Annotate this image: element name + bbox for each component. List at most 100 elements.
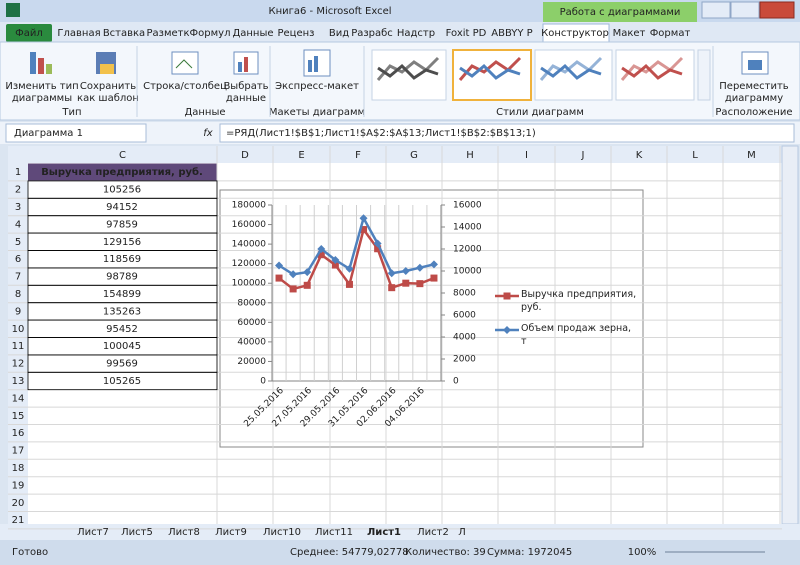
column-header[interactable]: C (119, 150, 126, 161)
row-header[interactable]: 16 (12, 428, 25, 439)
column-header[interactable]: H (466, 150, 474, 161)
y2-tick-label: 14000 (453, 223, 482, 233)
column-header[interactable]: D (241, 150, 249, 161)
row-header[interactable]: 13 (12, 376, 25, 387)
row-header[interactable]: 10 (12, 324, 25, 335)
row-header[interactable]: 3 (15, 202, 21, 213)
sheet-tab[interactable]: Лист9 (215, 527, 247, 538)
marker (401, 267, 410, 275)
sheet-tab[interactable]: Лист2 (417, 527, 449, 538)
ribbon-button-label[interactable]: Сохранить (80, 81, 136, 92)
sheet-tab[interactable]: Лист1 (367, 527, 401, 538)
row-header[interactable]: 17 (12, 446, 25, 457)
ribbon-tab[interactable]: Формат (650, 28, 691, 39)
row-header[interactable]: 15 (12, 411, 25, 422)
ribbon-tab[interactable]: Foxit PD (446, 28, 487, 39)
y-tick-label: 160000 (232, 220, 267, 230)
y2-tick-label: 8000 (453, 289, 476, 299)
row-header[interactable]: 4 (15, 219, 21, 230)
y-tick-label: 60000 (237, 318, 266, 328)
ribbon-button-label[interactable]: Изменить тип (5, 81, 78, 92)
ribbon-button-label[interactable]: как шаблон (77, 93, 139, 104)
table-cell: 118569 (103, 254, 141, 265)
formula-text: =РЯД(Лист1!$B$1;Лист1!$A$2:$A$13;Лист1!$… (226, 128, 536, 139)
column-header[interactable]: G (410, 150, 418, 161)
y2-tick-label: 16000 (453, 201, 482, 211)
ribbon-group-label: Макеты диаграмм (269, 107, 365, 118)
ribbon-tab[interactable]: Реценз (278, 28, 315, 39)
column-header[interactable]: F (355, 150, 361, 161)
row-header[interactable]: 11 (12, 341, 25, 352)
legend-marker (503, 292, 511, 300)
col-header-bg (8, 146, 782, 163)
row-header[interactable]: 14 (12, 393, 25, 404)
name-box[interactable] (5, 123, 147, 143)
y-tick-label: 180000 (232, 201, 267, 211)
ribbon-button-label[interactable]: диаграммы (12, 93, 72, 104)
table-cell: 154899 (103, 289, 141, 300)
sheet-tab[interactable]: Л (458, 527, 466, 538)
column-header[interactable]: K (636, 150, 643, 161)
column-header[interactable]: E (298, 150, 304, 161)
row-header[interactable]: 7 (15, 272, 21, 283)
ribbon-tab[interactable]: Вид (329, 28, 349, 39)
column-header[interactable]: I (525, 150, 528, 161)
marker (275, 261, 284, 270)
column-header[interactable]: L (692, 150, 698, 161)
ribbon-tab[interactable]: Файл (15, 28, 43, 39)
chart-style-gallery[interactable] (371, 49, 711, 101)
ribbon-tab[interactable]: Разрабс (351, 28, 393, 39)
ribbon-button-label[interactable]: Экспресс-макет (275, 81, 359, 92)
table-cell: 99569 (106, 359, 138, 370)
ribbon-button-label[interactable]: Переместить (719, 81, 789, 92)
row-header[interactable]: 5 (15, 237, 21, 248)
column-header[interactable]: M (747, 150, 756, 161)
row-header[interactable]: 20 (12, 498, 25, 509)
ribbon-tab[interactable]: Надстр (397, 28, 435, 39)
row-header[interactable]: 6 (15, 254, 21, 265)
sheet-tab[interactable]: Лист5 (121, 527, 153, 538)
row-header[interactable]: 9 (15, 306, 21, 317)
ribbon-button-label[interactable]: Выбрать (223, 81, 268, 92)
y-tick-label: 80000 (237, 298, 266, 308)
v-scrollbar[interactable] (781, 145, 799, 525)
row-header[interactable]: 2 (15, 185, 21, 196)
table-cell: 98789 (106, 272, 138, 283)
sheet-tab[interactable]: Лист11 (315, 527, 353, 538)
row-header[interactable]: 21 (12, 515, 25, 526)
y2-tick-label: 0 (453, 377, 459, 387)
status-count: Количество: 39 (405, 547, 486, 558)
ribbon-tab[interactable]: Макет (613, 28, 646, 39)
legend-text: Выручка предприятия, руб. (521, 289, 637, 313)
restore-btn[interactable] (730, 1, 760, 19)
file-tab-bg (6, 24, 52, 42)
ribbon-tab[interactable]: Главная (57, 28, 100, 39)
marker (317, 251, 325, 259)
window-title: Книга6 - Microsoft Excel (268, 6, 391, 17)
sheet-tab[interactable]: Лист10 (263, 527, 301, 538)
ribbon-tab[interactable]: Конструктор (541, 28, 609, 39)
y-tick-label: 20000 (237, 357, 266, 367)
close-btn[interactable] (759, 1, 795, 19)
ribbon-tab[interactable]: Разметк (146, 28, 189, 39)
ribbon-button-label[interactable]: диаграмму (725, 93, 783, 104)
ribbon-button-label[interactable]: данные (226, 93, 266, 104)
row-header[interactable]: 1 (15, 167, 21, 178)
row-header[interactable]: 8 (15, 289, 21, 300)
column-header[interactable]: J (581, 150, 585, 161)
sheet-tab[interactable]: Лист8 (168, 527, 200, 538)
ribbon-tab[interactable]: Формул (190, 28, 231, 39)
ribbon-tab[interactable]: Данные (232, 28, 273, 39)
ribbon-button-label[interactable]: Строка/столбец (143, 81, 227, 92)
y-tick-label: 140000 (232, 240, 267, 250)
table-header: Выручка предприятия, руб. (41, 166, 203, 178)
ribbon-tab[interactable]: ABBYY P (491, 28, 532, 39)
sheet-tab[interactable]: Лист7 (77, 527, 109, 538)
row-header[interactable]: 18 (12, 463, 25, 474)
ribbon-tab[interactable]: Вставка (103, 28, 145, 39)
formula-input[interactable] (219, 123, 795, 143)
marker (345, 280, 353, 288)
row-header[interactable]: 19 (12, 480, 25, 491)
minimize-btn[interactable] (701, 1, 731, 19)
row-header[interactable]: 12 (12, 359, 25, 370)
